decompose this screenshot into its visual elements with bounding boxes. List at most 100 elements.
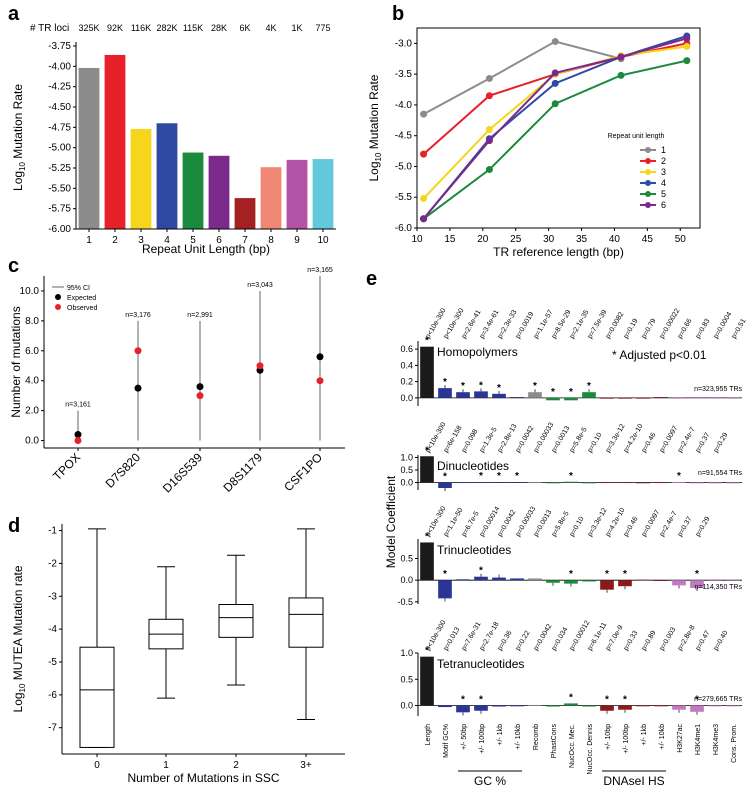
pvalue-Tetranucleotides-15: p=0.47	[695, 630, 712, 652]
coef-bar-Trinucleotides-5	[510, 578, 524, 581]
yticklabel-b: -3.5	[395, 69, 413, 80]
point-2-0	[420, 150, 428, 158]
pvalue-Tetranucleotides-4: p=0.36	[497, 630, 514, 652]
legend-ci-label: 95% CI	[67, 285, 90, 292]
xticklabel-b: 35	[576, 234, 588, 245]
legend-label-2: 2	[661, 156, 666, 166]
bar-a-1	[78, 67, 100, 230]
yticklabel-d: -3	[48, 591, 57, 602]
coef-bar-Trinucleotides-1	[438, 580, 452, 599]
sig-star-Tetranucleotides-8: *	[569, 692, 573, 703]
feature-label-4: +/- 1kb	[497, 724, 504, 746]
point-3-1	[485, 126, 493, 134]
loci-count-1: 325K	[78, 23, 99, 33]
loci-count-3: 116K	[131, 23, 151, 33]
sig-star-Trinucleotides-8: *	[569, 569, 573, 580]
coef-bar-Homopolymers-1	[438, 388, 452, 398]
observed-point-D16S539	[196, 392, 204, 400]
yticklabel-e: 0.6	[400, 344, 413, 354]
yticklabel-e: 0.0	[400, 575, 413, 585]
pvalue-Dinucleotides-9: p=0.10	[587, 432, 604, 454]
coef-bar-Trinucleotides-6	[528, 578, 542, 581]
pvalue-Trinucleotides-15: p=0.29	[695, 516, 712, 538]
subpanel-count-Trinucleotides: n=114,350 TRs	[695, 584, 743, 591]
point-2-1	[485, 92, 493, 100]
pvalue-Dinucleotides-16: p=0.29	[713, 432, 730, 454]
pvalue-Tetranucleotides-5: p=0.22	[515, 630, 532, 652]
coef-bar-Dinucleotides-9	[582, 482, 596, 484]
feature-label-16: H3K4me3	[713, 724, 720, 755]
coef-bar-Tetranucleotides-4	[492, 705, 506, 707]
coef-bar-Tetranucleotides-2	[456, 705, 470, 713]
point-5-3	[617, 71, 625, 79]
yticklabel-e: 1.0	[400, 453, 413, 463]
point-6-2	[551, 69, 559, 77]
loci-count-5: 115K	[183, 23, 203, 33]
sig-star-Homopolymers-2: *	[461, 381, 465, 392]
legend-label-3: 3	[661, 167, 666, 177]
xticklabel-a-2: 2	[112, 235, 118, 246]
yticklabel-e: -0.5	[397, 597, 413, 607]
loci-count-2: 92K	[107, 23, 123, 33]
xticklabel-a-10: 10	[317, 235, 329, 246]
n-label-CSF1PO: n=3,165	[307, 267, 333, 274]
sig-star-Trinucleotides-3: *	[479, 566, 483, 577]
sig-star-Dinucleotides-4: *	[497, 471, 501, 482]
loci-count-4: 282K	[156, 23, 177, 33]
coef-bar-Tetranucleotides-1	[438, 705, 452, 708]
legend-label-6: 6	[661, 200, 666, 210]
yticklabel-c: 6.0	[25, 346, 39, 357]
pvalue-Tetranucleotides-12: p=0.89	[641, 630, 658, 652]
coef-bar-Tetranucleotides-7	[546, 705, 560, 707]
subpanel-title-Dinucleotides: Dinucleotides	[437, 459, 509, 473]
coef-bar-Trinucleotides-3	[474, 576, 488, 581]
pvalue-Tetranucleotides-7: p=0.034	[551, 626, 570, 652]
panel-label-a: a	[8, 3, 20, 25]
coef-bar-Trinucleotides-13	[654, 580, 668, 581]
yticklabel-a: -3.75	[48, 41, 71, 52]
feature-label-1: Motif GC%	[443, 724, 450, 758]
coef-bar-Dinucleotides-14	[672, 482, 686, 483]
n-label-D16S539: n=2,991	[187, 312, 213, 319]
pvalue-Dinucleotides-15: p=0.37	[695, 432, 712, 454]
series-line-1	[423, 40, 622, 116]
loci-count-9: 1K	[291, 23, 302, 33]
point-1-2	[551, 38, 559, 46]
coef-bar-Tetranucleotides-15	[690, 705, 704, 712]
pvalue-Trinucleotides-7: p=5.8e-5	[551, 510, 571, 538]
coef-bar-Dinucleotides-12	[636, 482, 650, 484]
pvalue-Trinucleotides-13: p=2.4e-7	[659, 510, 679, 538]
coef-bar-Dinucleotides-16	[708, 482, 722, 484]
coef-bar-Tetranucleotides-10	[600, 705, 614, 711]
loci-count-8: 4K	[265, 23, 276, 33]
coef-bar-Dinucleotides-10	[600, 482, 614, 484]
legend-label-5: 5	[661, 189, 666, 199]
coef-bar-Dinucleotides-3	[474, 482, 488, 483]
coef-bar-Trinucleotides-16	[708, 580, 722, 582]
sig-star-Dinucleotides-3: *	[479, 471, 483, 482]
adjusted-p-note: * Adjusted p<0.01	[612, 348, 707, 362]
ylabel-d: Log10 MUTEA Mutation rate	[11, 565, 27, 712]
n-label-D8S1179: n=3,043	[247, 282, 273, 289]
yticklabel-c: 2.0	[25, 406, 39, 417]
pvalue-Tetranucleotides-11: p=0.33	[623, 630, 640, 652]
feature-label-9: NucOcc. Dennis	[587, 724, 594, 775]
subpanel-title-Trinucleotides: Trinucleotides	[437, 543, 511, 557]
loci-count-header: # TR loci	[30, 23, 69, 34]
legend-marker-2	[645, 158, 651, 164]
feature-label-5: +/- 10kb	[515, 724, 522, 750]
yticklabel-e: 0.5	[400, 465, 413, 475]
pvalue-Homopolymers-15: p=0.83	[695, 318, 712, 340]
ylabel-b: Log10 Mutation Rate	[367, 74, 383, 181]
pvalue-Tetranucleotides-10: p=7.0e-9	[605, 624, 625, 652]
xticklabel-c-D8S1179: D8S1179	[220, 450, 265, 495]
expected-point-TPOX	[74, 431, 82, 439]
coef-bar-Homopolymers-7	[546, 397, 560, 401]
pvalue-Homopolymers-12: p=0.79	[641, 318, 658, 340]
bar-a-4	[156, 123, 178, 229]
xticklabel-b: 25	[510, 234, 522, 245]
box-0	[79, 646, 115, 748]
xticklabel-a-8: 8	[268, 235, 274, 246]
point-5-4	[683, 57, 691, 65]
legend-expected-marker	[55, 294, 61, 300]
